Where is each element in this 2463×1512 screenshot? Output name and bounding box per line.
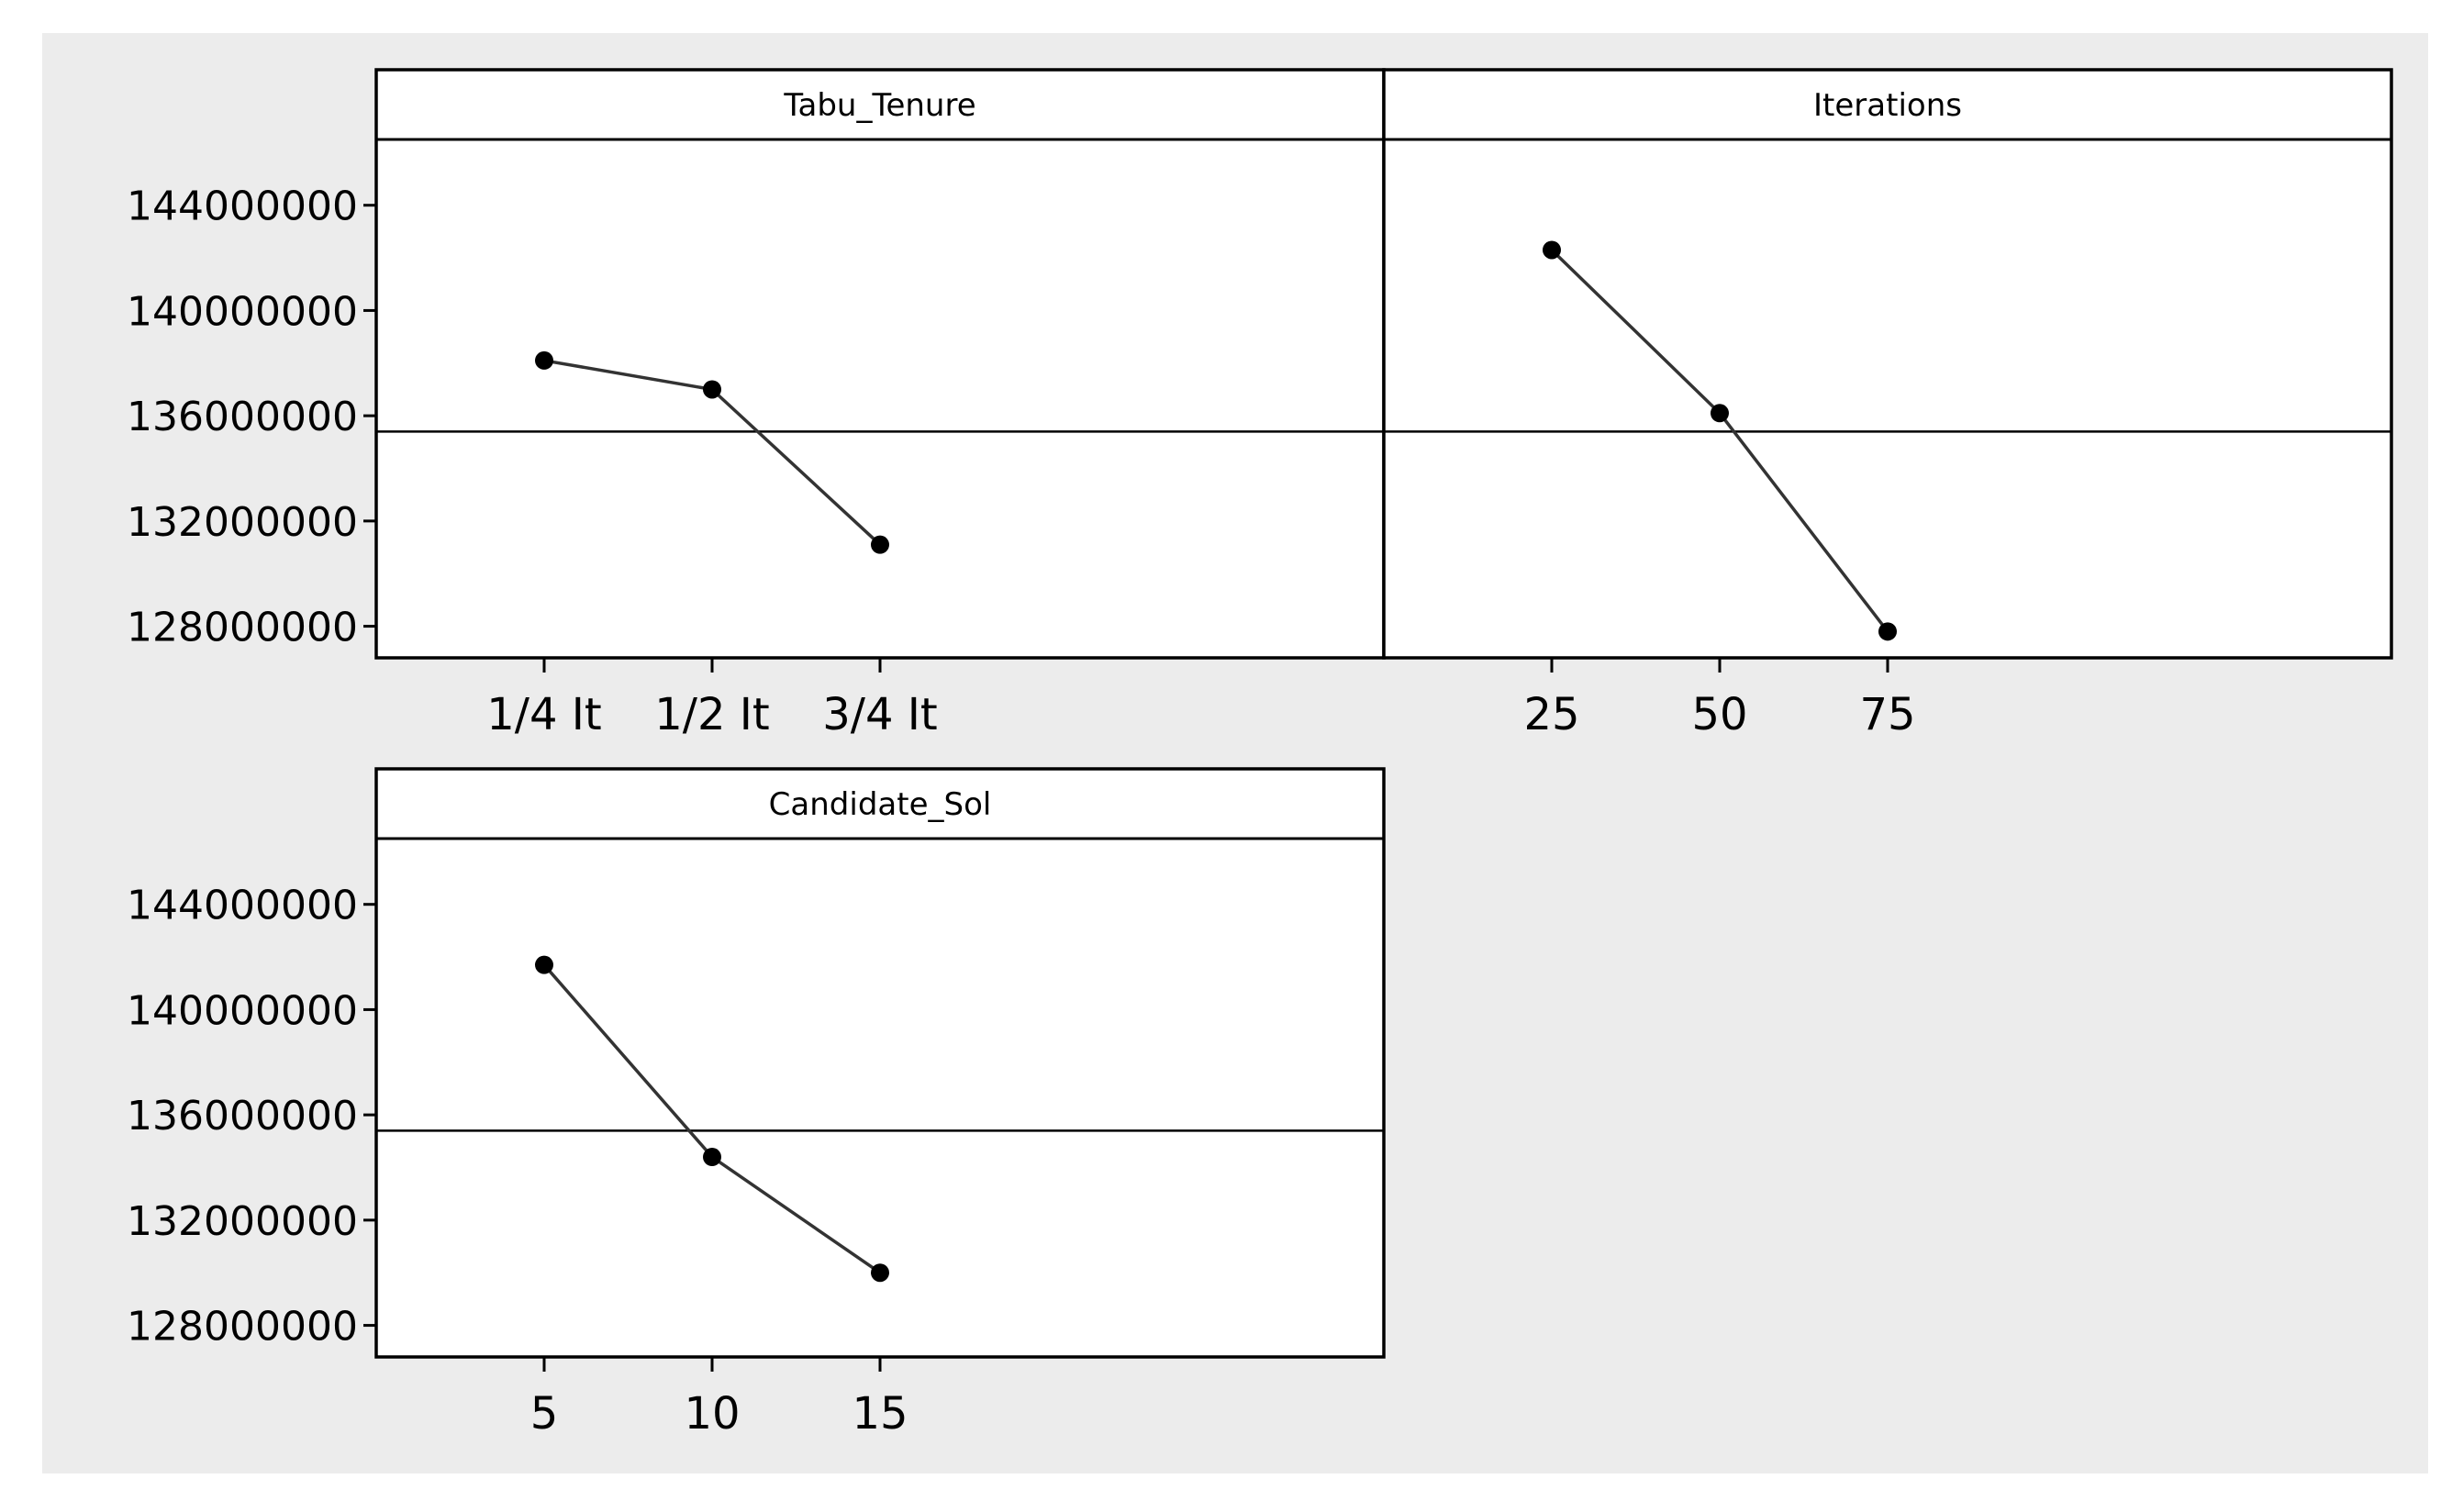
x-tick-label: 50 (1691, 689, 1747, 740)
y-tick-label: 132000000 (127, 1198, 358, 1245)
data-point (535, 955, 553, 974)
x-tick-label: 10 (684, 1388, 740, 1440)
panel-candidate-sol: Candidate_Sol 128000000 132000000 136000000… (127, 767, 1386, 1440)
y-axis: 128000000 132000000 136000000 140000000 1440… (127, 183, 376, 651)
x-tick-label: 75 (1859, 689, 1915, 740)
data-point (871, 535, 889, 554)
y-tick-label: 140000000 (127, 987, 358, 1034)
data-point (1543, 240, 1561, 260)
data-point (1711, 404, 1729, 423)
data-point (703, 380, 721, 399)
x-tick-label: 15 (852, 1388, 908, 1440)
y-tick-label: 136000000 (127, 394, 358, 440)
data-point (871, 1263, 889, 1283)
data-point (535, 350, 553, 370)
data-point (1878, 622, 1897, 641)
y-tick-label: 144000000 (127, 183, 358, 230)
panel-iterations: Iterations 25 50 75 (1382, 68, 2393, 740)
y-tick-label: 132000000 (127, 499, 358, 546)
panel-title: Iterations (1813, 87, 1962, 124)
x-axis: 25 50 75 (1523, 658, 1916, 740)
y-tick-label: 128000000 (127, 605, 358, 651)
x-axis: 1/4 It 1/2 It 3/4 It (486, 658, 938, 740)
plot-area (376, 70, 1384, 658)
x-tick-label: 25 (1523, 689, 1579, 740)
data-point (703, 1148, 721, 1167)
y-axis: 128000000 132000000 136000000 140000000 1440… (127, 883, 376, 1351)
y-tick-label: 144000000 (127, 883, 358, 929)
panel-title: Candidate_Sol (769, 786, 992, 823)
x-tick-label: 5 (530, 1388, 559, 1440)
plot-area (376, 769, 1384, 1357)
x-tick-label: 3/4 It (822, 689, 937, 740)
panel-title: Tabu_Tenure (783, 87, 975, 124)
x-axis: 5 10 15 (530, 1357, 908, 1440)
y-tick-label: 136000000 (127, 1093, 358, 1140)
y-tick-label: 140000000 (127, 288, 358, 335)
x-tick-label: 1/2 It (654, 689, 769, 740)
panel-tabu-tenure: Tabu_Tenure 128000000 132000000 136000000 14… (127, 68, 1386, 740)
x-tick-label: 1/4 It (486, 689, 601, 740)
plot-area (1384, 70, 2391, 658)
y-tick-label: 128000000 (127, 1304, 358, 1351)
